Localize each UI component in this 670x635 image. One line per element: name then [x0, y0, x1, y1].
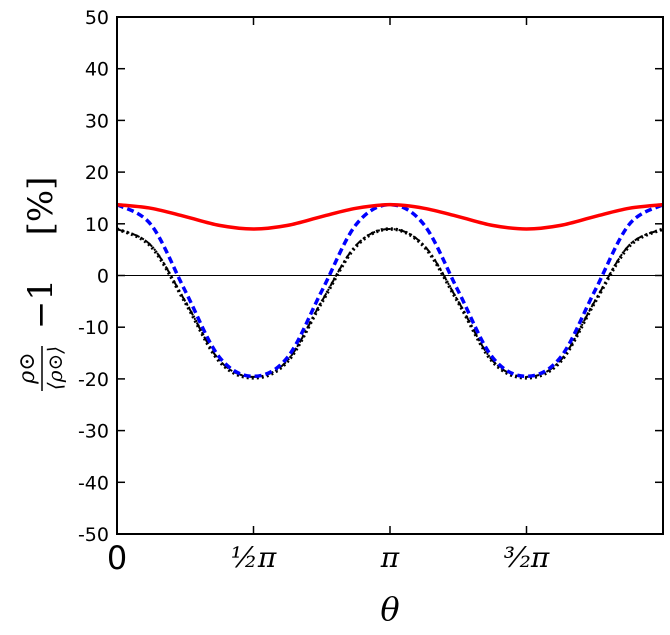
y-tick-label: 10: [85, 214, 109, 236]
series-dotted-line: [116, 227, 664, 380]
y-tick-label: 40: [85, 59, 109, 81]
y-tick-label: 0: [97, 266, 109, 288]
x-tick-label: 0: [107, 539, 127, 577]
y-tick-label: 30: [85, 110, 109, 132]
y-label-denominator: ⟨ρ⊙⟩: [43, 346, 67, 390]
y-label-unit: [%]: [21, 177, 61, 236]
y-axis: 50 40 30 20 10 0 -10 -20 -30 -40 -50: [78, 7, 663, 546]
y-tick-label: 50: [85, 7, 109, 29]
x-axis-label: θ: [380, 590, 399, 628]
y-tick-label: -10: [78, 317, 109, 339]
y-label-numerator: ρ⊙: [15, 352, 40, 384]
x-axis: 0 ½π π ³⁄₂π: [107, 17, 550, 577]
series-dashed-line: [116, 202, 664, 379]
y-axis-label: ρ⊙ ⟨ρ⊙⟩ −1 [%]: [15, 177, 67, 391]
x-tick-label: ³⁄₂π: [504, 541, 550, 574]
y-tick-label: -20: [78, 369, 109, 391]
y-label-minus-one: −1: [21, 279, 61, 329]
x-tick-label: π: [380, 541, 400, 574]
x-tick-label: ½π: [231, 541, 277, 574]
y-tick-label: -40: [78, 472, 109, 494]
series-dashdot-line: [116, 227, 664, 378]
y-tick-label: 20: [85, 162, 109, 184]
y-tick-label: -50: [78, 524, 109, 546]
series-layer: [116, 202, 664, 380]
y-tick-label: -30: [78, 421, 109, 443]
series-solid-line: [116, 202, 664, 231]
